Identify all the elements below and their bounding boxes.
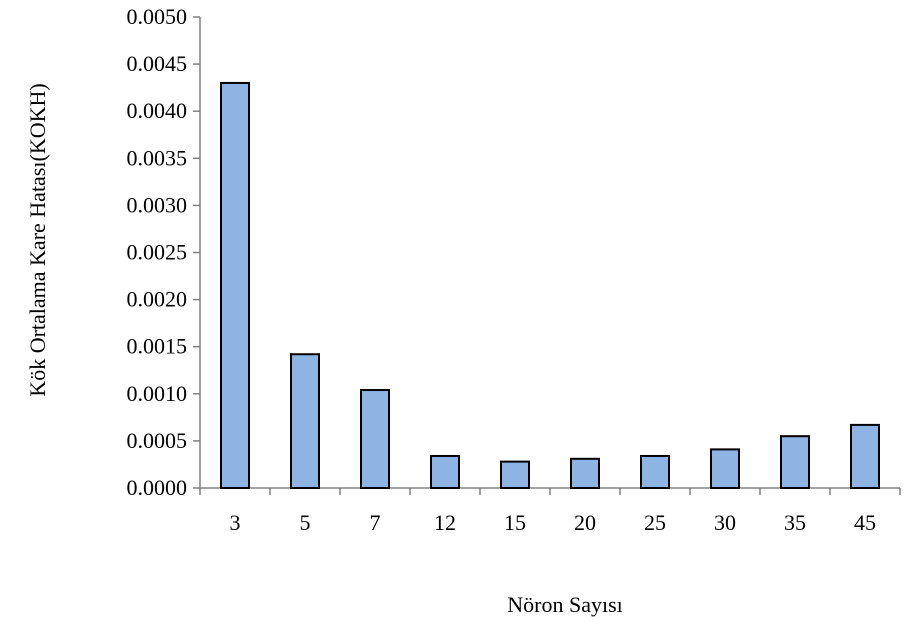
y-tick-label: 0.0000 (127, 475, 188, 500)
bar-3 (220, 81, 250, 489)
bar-15 (500, 460, 530, 489)
x-tick-label: 45 (854, 510, 876, 535)
x-tick-label: 25 (644, 510, 666, 535)
y-tick-label: 0.0035 (127, 145, 188, 170)
y-tick-label: 0.0005 (127, 428, 188, 453)
bar-7 (360, 389, 390, 490)
x-tick-label: 12 (434, 510, 456, 535)
bar-12 (430, 454, 460, 489)
bar-25 (640, 454, 670, 489)
y-tick-label: 0.0025 (127, 240, 188, 265)
bar-5 (290, 353, 320, 489)
y-tick-label: 0.0010 (127, 381, 188, 406)
bar-30 (710, 448, 740, 489)
x-tick-label: 30 (714, 510, 736, 535)
y-tick-label: 0.0030 (127, 192, 188, 217)
y-tick-label: 0.0050 (127, 4, 188, 29)
y-tick-label: 0.0020 (127, 287, 188, 312)
y-axis-title: Kök Ortalama Kare Hatası(KOKH) (25, 83, 50, 396)
bar-35 (780, 435, 810, 490)
x-tick-label: 7 (370, 510, 381, 535)
x-tick-label: 15 (504, 510, 526, 535)
bar-20 (570, 457, 600, 490)
x-tick-labels: 3 5 7 12 15 20 25 30 35 45 (230, 510, 877, 535)
x-tick-label: 20 (574, 510, 596, 535)
y-tick-label: 0.0015 (127, 334, 188, 359)
x-tick-label: 3 (230, 510, 241, 535)
y-axis: 0.0000 0.0005 0.0010 0.0015 0.0020 0.0025 0.00… (127, 4, 201, 500)
y-tick-label: 0.0040 (127, 98, 188, 123)
x-tick-label: 5 (300, 510, 311, 535)
x-tick-label: 35 (784, 510, 806, 535)
bar-45 (850, 423, 880, 489)
bars (220, 81, 880, 490)
y-tick-label: 0.0045 (127, 51, 188, 76)
x-axis-title: Nöron Sayısı (507, 592, 623, 617)
x-axis (199, 487, 901, 495)
